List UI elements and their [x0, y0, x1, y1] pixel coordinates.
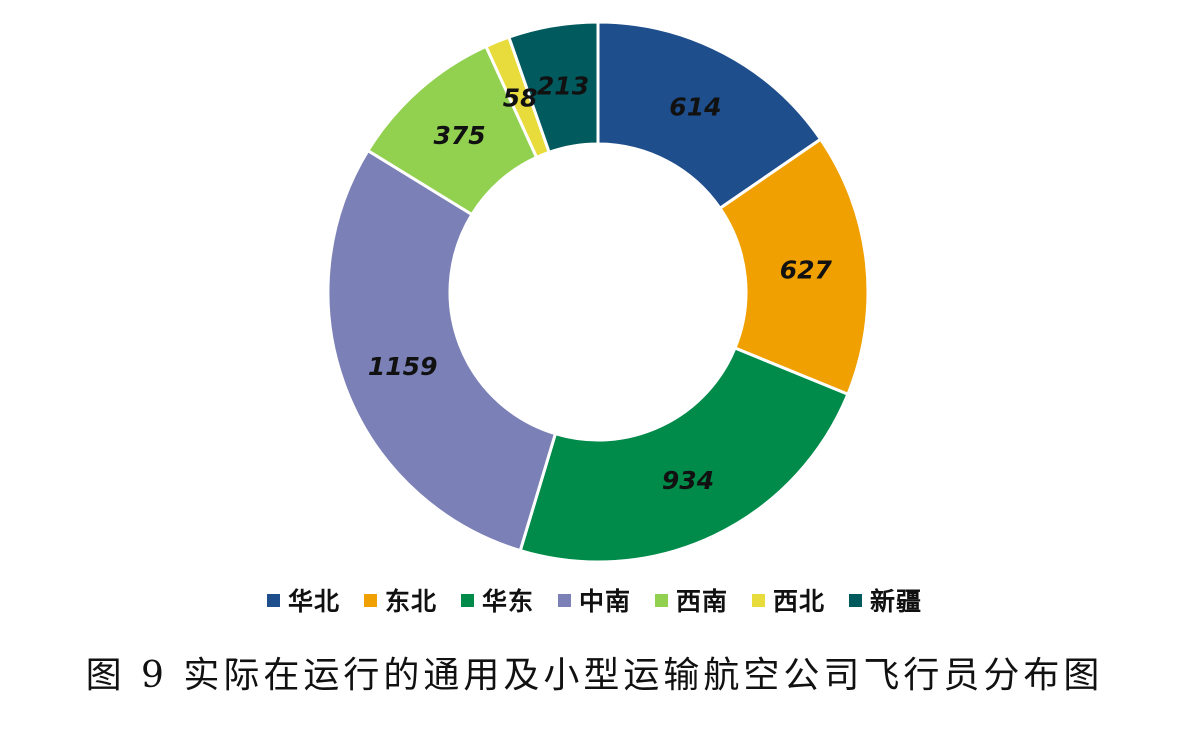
legend-label: 中南 [578, 587, 631, 616]
donut-chart: 614 627 934 1159 375 58 213 [326, 20, 870, 564]
legend-swatch [655, 593, 668, 607]
legend-label: 华北 [287, 587, 340, 616]
legend-label: 华东 [481, 587, 534, 616]
figure-caption: 图 9 实际在运行的通用及小型运输航空公司飞行员分布图 [85, 655, 1104, 696]
legend-swatch [266, 593, 280, 607]
legend-swatch [752, 593, 766, 607]
donut-slice-1 [596, 20, 823, 210]
data-label-1: 614 [669, 93, 721, 122]
legend-label: 东北 [384, 587, 437, 616]
donut-data-labels: 614 627 934 1159 375 58 213 [368, 71, 833, 495]
legend-item-6: 西北 [752, 582, 825, 618]
data-label-2: 627 [780, 255, 833, 284]
legend-swatch [363, 593, 377, 607]
donut-slices [326, 20, 870, 564]
legend-label: 新疆 [870, 587, 923, 616]
donut-slice-7 [507, 20, 600, 154]
legend-item-4: 中南 [557, 582, 631, 618]
legend-label: 西南 [676, 587, 729, 616]
legend-item-7: 新疆 [849, 582, 922, 618]
data-label-7: 213 [537, 71, 589, 100]
legend-label: 西北 [773, 587, 826, 616]
data-label-6: 58 [503, 84, 538, 113]
legend-swatch [557, 593, 571, 607]
donut-slice-3 [518, 346, 850, 564]
legend-item-5: 西南 [655, 582, 728, 618]
legend-swatch [460, 593, 474, 607]
donut-slice-4 [326, 149, 557, 553]
legend-item-3: 华东 [460, 582, 534, 618]
data-label-4: 1159 [368, 352, 438, 381]
legend-swatch [849, 593, 863, 607]
legend-item-1: 华北 [266, 582, 340, 618]
legend-item-2: 东北 [363, 582, 437, 618]
donut-slice-2 [718, 137, 870, 396]
chart-legend: 华北 东北 华东 中南 西南 西北 新疆 [0, 578, 1189, 622]
data-label-3: 934 [662, 466, 714, 495]
data-label-5: 375 [434, 121, 486, 150]
